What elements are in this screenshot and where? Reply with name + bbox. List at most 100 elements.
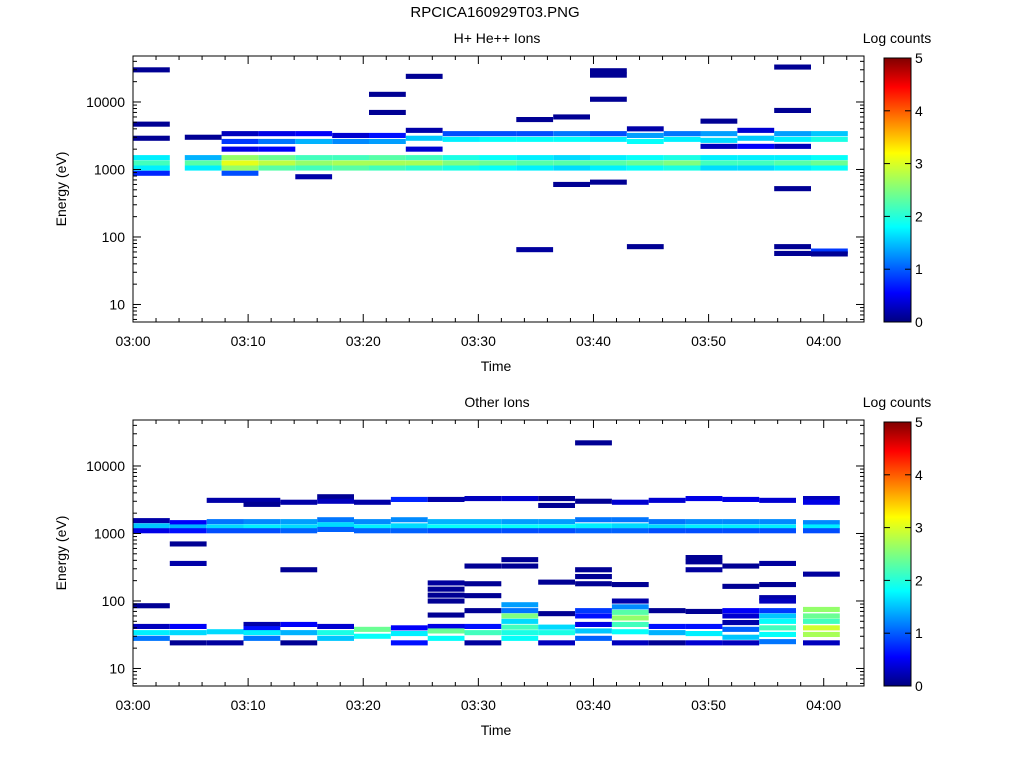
heatmap-cell	[501, 496, 539, 502]
heatmap-cell	[737, 165, 775, 171]
x-tick-label: 03:10	[231, 333, 266, 349]
x-axis-label: Time	[481, 358, 512, 374]
heatmap-cell	[626, 160, 664, 166]
heatmap-cell	[184, 134, 222, 140]
colorbar-label: Log counts	[863, 394, 932, 410]
heatmap-cell	[501, 557, 539, 563]
heatmap-cell	[405, 135, 443, 141]
heatmap-cell	[774, 131, 811, 137]
colorbar-label: Log counts	[863, 30, 932, 46]
heatmap-cell	[133, 160, 170, 166]
heatmap-cell	[648, 519, 686, 525]
heatmap-cell	[427, 519, 465, 525]
heatmap-cell	[280, 528, 318, 534]
heatmap-cell	[169, 528, 207, 534]
heatmap-cell	[685, 524, 723, 530]
colorbar-tick-label: 4	[915, 103, 923, 119]
heatmap-cell	[501, 618, 539, 624]
heatmap-cell	[538, 611, 575, 617]
heatmap-cell	[516, 160, 554, 166]
heatmap-cell	[590, 179, 627, 185]
panel-other-ions: Other Ions 03:00 03:10 03:20 03:30 03:40 03:5…	[53, 394, 931, 738]
heatmap-cell	[427, 592, 465, 598]
heatmap-cell	[774, 186, 811, 192]
heatmap-cell	[737, 155, 775, 161]
colorbar-ticks: 0 1 2 3 4 5	[884, 50, 923, 330]
heatmap-cell	[427, 586, 465, 592]
heatmap-cell	[700, 165, 738, 171]
heatmap-cell	[369, 138, 406, 144]
heatmap-cell	[221, 165, 259, 171]
heatmap-cell	[295, 155, 333, 161]
heatmap-cell	[774, 155, 811, 161]
heatmap-cell	[700, 155, 738, 161]
heatmap-cell	[611, 582, 649, 588]
heatmap-cell	[243, 519, 281, 525]
heatmap-cell	[759, 631, 796, 637]
heatmap-cell	[169, 541, 207, 547]
colorbar-tick-label: 5	[915, 50, 923, 66]
heatmap-cell	[184, 155, 222, 161]
heatmap-cell	[206, 629, 244, 635]
heatmap-cell	[332, 165, 369, 171]
heatmap-cell	[538, 528, 575, 534]
heatmap-cell	[575, 523, 612, 529]
heatmap-cell	[317, 623, 354, 629]
colorbar-tick-label: 1	[915, 625, 923, 641]
heatmap-cell	[405, 165, 443, 171]
heatmap-cell	[243, 621, 281, 627]
heatmap-cell	[464, 593, 502, 599]
x-axis-label: Time	[481, 722, 512, 738]
heatmap-cell	[427, 623, 465, 629]
heatmap-cell	[501, 608, 539, 614]
heatmap-cell	[759, 528, 796, 534]
heatmap-cell	[611, 517, 649, 523]
heatmap-cell	[369, 155, 406, 161]
heatmap-cell	[774, 136, 811, 142]
heatmap-cell	[243, 630, 281, 636]
heatmap-cell	[317, 635, 354, 641]
panel-h-he-ions: H+ He++ Ions 03:00 03:10 03:20 03:30 03:40 03…	[53, 30, 931, 374]
heatmap-cell	[590, 68, 627, 74]
heatmap-cell	[553, 181, 590, 187]
heatmap-cell	[280, 499, 318, 505]
x-tick-label: 03:20	[346, 333, 381, 349]
heatmap-cell	[774, 143, 811, 149]
colorbar-gradient	[883, 421, 912, 687]
heatmap-cell	[803, 528, 840, 534]
heatmap-cell	[774, 64, 811, 70]
heatmap-cell	[405, 146, 443, 152]
colorbar: Log counts 0 1 2 3 4 5	[863, 30, 932, 330]
heatmap-cell	[575, 608, 612, 614]
heatmap-cell	[133, 603, 170, 609]
heatmap-cell	[516, 247, 554, 253]
heatmap-cell	[479, 131, 517, 137]
heatmap-cell	[611, 528, 649, 534]
x-tick-label: 04:00	[806, 697, 841, 713]
heatmap-cell	[663, 160, 701, 166]
heatmap-cell	[590, 160, 627, 166]
heatmap-cell	[354, 633, 391, 639]
heatmap-cell	[464, 524, 502, 530]
heatmap-cell	[774, 107, 811, 113]
heatmap-cell	[133, 155, 170, 161]
heatmap-cell	[317, 522, 354, 528]
heatmap-cell	[501, 630, 539, 636]
heatmap-cell	[390, 631, 428, 637]
heatmap-cell	[169, 520, 207, 526]
heatmap-cell	[590, 136, 627, 142]
heatmap-cell	[133, 523, 170, 529]
heatmap-cell	[501, 635, 539, 641]
heatmap-cell	[184, 160, 222, 166]
heatmap-cell	[722, 563, 760, 569]
y-axis-label: Energy (eV)	[53, 516, 69, 591]
heatmap-cell	[464, 608, 502, 614]
colorbar-tick-label: 2	[915, 572, 923, 588]
heatmap-cell	[516, 155, 554, 161]
heatmap-cell	[700, 118, 738, 124]
heatmap-cell	[611, 523, 649, 529]
heatmap-cell	[803, 618, 840, 624]
heatmap-cell	[390, 496, 428, 502]
heatmap-cell	[501, 624, 539, 630]
